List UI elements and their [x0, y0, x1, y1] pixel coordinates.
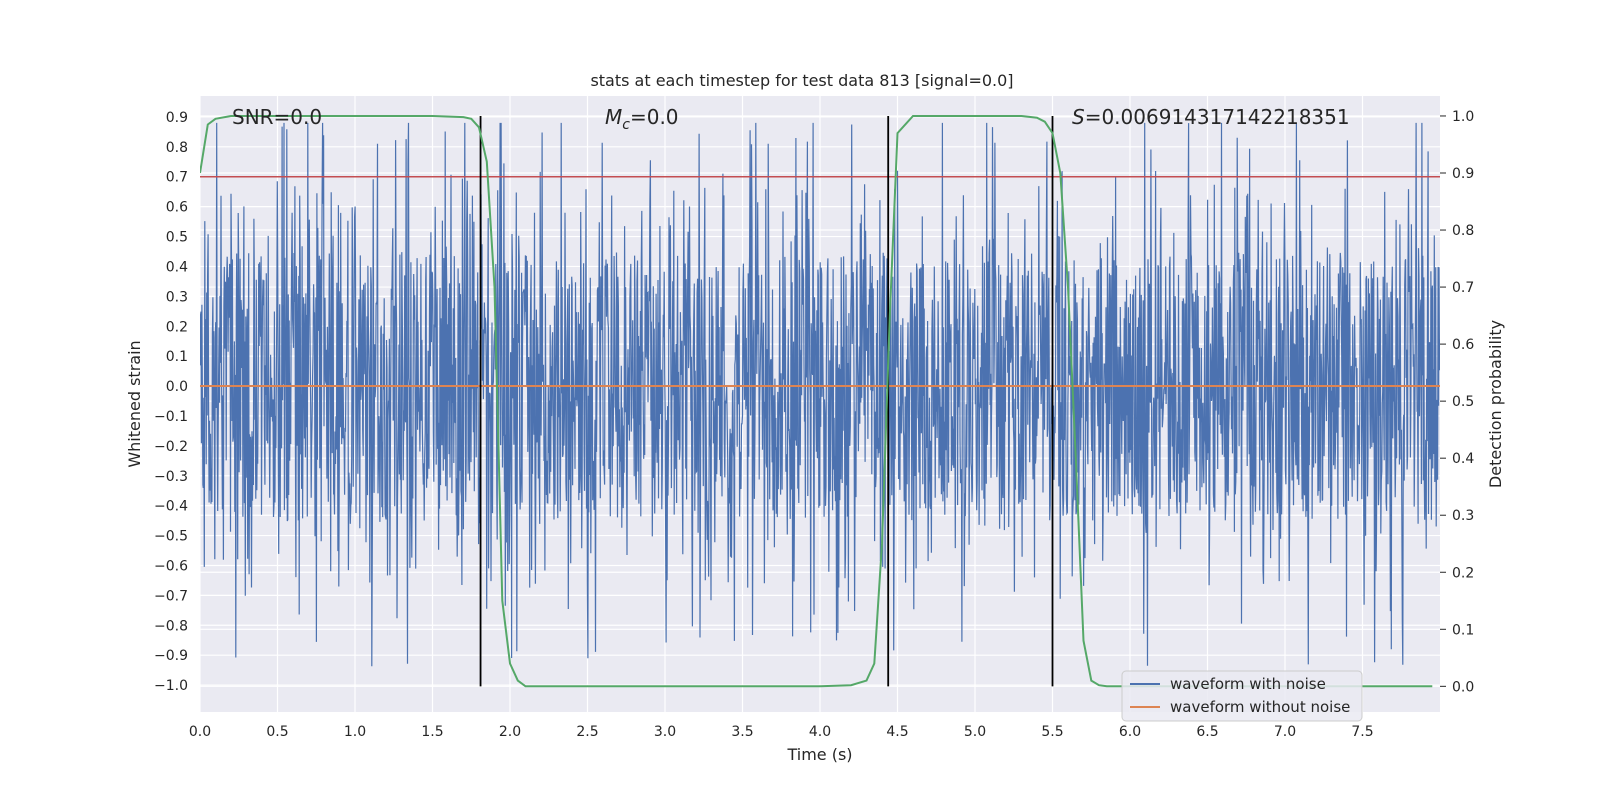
y2-axis-label: Detection probability: [1486, 320, 1505, 488]
y2-tick-label: 0.9: [1452, 166, 1474, 182]
y-tick-label: −0.9: [154, 648, 188, 664]
y-tick-label: 0.0: [166, 379, 188, 395]
x-tick-label: 7.0: [1274, 724, 1296, 740]
x-tick-label: 4.0: [809, 724, 831, 740]
y2-tick-label: 0.7: [1452, 280, 1474, 296]
y-tick-label: −0.3: [154, 469, 188, 485]
y-tick-label: 0.7: [166, 170, 188, 186]
legend-label-noise: waveform with noise: [1170, 675, 1326, 693]
y-tick-label: −0.6: [154, 558, 188, 574]
y-tick-label: 0.6: [166, 200, 188, 216]
chirp-mass-value: =0.0: [630, 105, 679, 129]
y2-tick-label: 0.5: [1452, 394, 1474, 410]
y-tick-label: 0.1: [166, 349, 188, 365]
x-tick-label: 5.0: [964, 724, 986, 740]
x-tick-label: 0.0: [189, 724, 211, 740]
y-tick-label: −0.4: [154, 499, 188, 515]
x-tick-label: 7.5: [1351, 724, 1373, 740]
x-tick-label: 3.0: [654, 724, 676, 740]
x-axis-label: Time (s): [786, 745, 852, 764]
y2-tick-label: 0.6: [1452, 337, 1474, 353]
y2-ticks: 1.0 0.9 0.8 0.7 0.6 0.5 0.4 0.3 0.2 0.1 0.0: [1440, 109, 1474, 695]
x-tick-label: 0.5: [266, 724, 288, 740]
chirp-mass-subscript: c: [622, 117, 630, 133]
chirp-mass-symbol: M: [605, 105, 622, 129]
y2-tick-label: 0.4: [1452, 451, 1474, 467]
y-tick-label: −1.0: [154, 678, 188, 694]
marker-vlines: [479, 115, 1054, 687]
y2-tick-label: 0.8: [1452, 223, 1474, 239]
snr-annotation: SNR=0.0: [232, 105, 322, 129]
y-tick-label: 0.5: [166, 230, 188, 246]
y-tick-label: −0.8: [154, 618, 188, 634]
s-symbol: S: [1072, 105, 1085, 129]
y2-tick-label: 1.0: [1452, 109, 1474, 125]
legend: waveform with noise waveform without noi…: [1121, 670, 1363, 722]
y-tick-label: −0.2: [154, 439, 188, 455]
y2-tick-label: 0.1: [1452, 622, 1474, 638]
y2-tick-label: 0.2: [1452, 565, 1474, 581]
x-tick-label: 1.5: [421, 724, 443, 740]
s-value: =0.006914317142218351: [1085, 105, 1350, 129]
chirp-mass-annotation: Mc=0.0: [605, 105, 679, 133]
legend-label-clean: waveform without noise: [1170, 698, 1350, 716]
x-ticks: 0.0 0.5 1.0 1.5 2.0 2.5 3.0 3.5 4.0 4.5 5.0 5.5 6.0 6…: [189, 724, 1374, 740]
x-tick-label: 5.5: [1041, 724, 1063, 740]
chart-title: stats at each timestep for test data 813…: [590, 71, 1013, 90]
y-tick-label: −0.5: [154, 529, 188, 545]
y2-tick-label: 0.0: [1452, 679, 1474, 695]
x-tick-label: 2.0: [499, 724, 521, 740]
x-tick-label: 3.5: [731, 724, 753, 740]
series-waveform-with-noise: [200, 122, 1440, 667]
x-tick-label: 1.0: [344, 724, 366, 740]
y-ticks: 0.9 0.8 0.7 0.6 0.5 0.4 0.3 0.2 0.1 0.0 −0.1 −0.2 −0…: [154, 110, 188, 694]
series-detection-probability: [200, 115, 1433, 688]
y2-tick-label: 0.3: [1452, 508, 1474, 524]
x-tick-label: 2.5: [576, 724, 598, 740]
y-axis-label: Whitened strain: [125, 340, 144, 467]
s-annotation: S=0.006914317142218351: [1072, 105, 1350, 129]
y-tick-label: −0.1: [154, 409, 188, 425]
x-tick-label: 4.5: [886, 724, 908, 740]
x-tick-label: 6.0: [1119, 724, 1141, 740]
y-tick-label: −0.7: [154, 588, 188, 604]
y-tick-label: 0.2: [166, 319, 188, 335]
legend-box: [1121, 670, 1363, 722]
y-tick-label: 0.9: [166, 110, 188, 126]
y-tick-label: 0.4: [166, 259, 188, 275]
y-tick-label: 0.8: [166, 140, 188, 156]
x-tick-label: 6.5: [1196, 724, 1218, 740]
y-tick-label: 0.3: [166, 289, 188, 305]
